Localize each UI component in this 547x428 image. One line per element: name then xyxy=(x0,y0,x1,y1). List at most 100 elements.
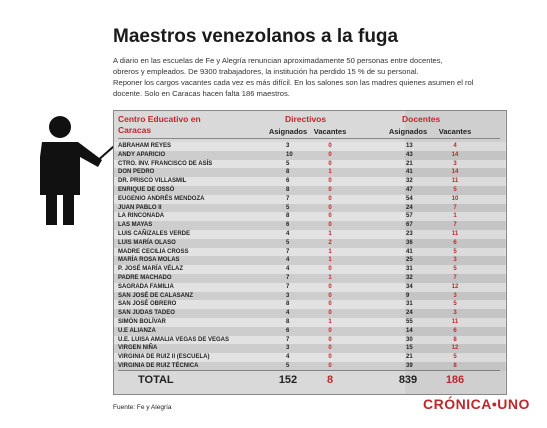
school-name: VIRGINIA DE RUIZ TÉCNICA xyxy=(118,362,198,371)
cell: 4 xyxy=(268,309,308,318)
cell: 14 xyxy=(435,168,475,177)
column-header: Vacantes xyxy=(427,127,483,136)
cell: 0 xyxy=(310,265,350,274)
cell: 24 xyxy=(388,204,428,213)
cell: 32 xyxy=(388,177,428,186)
school-name: MADRE CECILIA CROSS xyxy=(118,248,188,257)
cell: 6 xyxy=(435,239,475,248)
cell: 11 xyxy=(435,177,475,186)
cell: 7 xyxy=(268,248,308,257)
cell: 5 xyxy=(435,248,475,257)
cell: 1 xyxy=(435,212,475,221)
cell: 21 xyxy=(388,353,428,362)
cell: 12 xyxy=(435,283,475,292)
cell: 11 xyxy=(435,318,475,327)
school-name: U.E. LUISA AMALIA VEGAS DE VEGAS xyxy=(118,336,229,345)
cell: 4 xyxy=(268,265,308,274)
cell: 8 xyxy=(268,318,308,327)
cell: 47 xyxy=(388,186,428,195)
cell: 5 xyxy=(435,265,475,274)
cell: 1 xyxy=(310,248,350,257)
cell: 0 xyxy=(310,204,350,213)
cell: 7 xyxy=(268,283,308,292)
school-name: LUIS CAÑIZALES VERDE xyxy=(118,230,190,239)
source: Fuente: Fe y Alegría xyxy=(113,404,172,411)
cell: 41 xyxy=(388,168,428,177)
intro-line: docente. Solo en Caracas hacen falta 186… xyxy=(113,89,290,98)
cell: 14 xyxy=(435,151,475,160)
cell: 0 xyxy=(310,353,350,362)
cell: 6 xyxy=(268,327,308,336)
cell: 6 xyxy=(435,327,475,336)
school-name: P. JOSÉ MARÍA VÉLAZ xyxy=(118,265,183,274)
school-name: PADRE MACHADO xyxy=(118,274,172,283)
school-name: DON PEDRO xyxy=(118,168,154,177)
cell: 0 xyxy=(310,212,350,221)
cell: 67 xyxy=(388,221,428,230)
cell: 23 xyxy=(388,230,428,239)
rule xyxy=(118,138,500,139)
cell: 8 xyxy=(268,212,308,221)
cell: 11 xyxy=(435,230,475,239)
cell: 2 xyxy=(310,239,350,248)
cell: 8 xyxy=(268,186,308,195)
cell: 5 xyxy=(435,353,475,362)
intro-line: A diario en las escuelas de Fe y Alegría… xyxy=(113,56,443,65)
cell: 5 xyxy=(268,160,308,169)
school-name: CTRO. INV. FRANCISCO DE ASÍS xyxy=(118,160,212,169)
school-name: MARÍA ROSA MOLAS xyxy=(118,256,180,265)
cell: 7 xyxy=(435,274,475,283)
cell: 0 xyxy=(310,292,350,301)
school-name: ANDY APARICIO xyxy=(118,151,165,160)
total-cell: 8 xyxy=(305,374,355,386)
total-cell: 839 xyxy=(383,374,433,386)
cell: 13 xyxy=(388,142,428,151)
cell: 25 xyxy=(388,256,428,265)
school-name: SIMÓN BOLÍVAR xyxy=(118,318,166,327)
cell: 1 xyxy=(310,318,350,327)
cell: 4 xyxy=(435,142,475,151)
cell: 0 xyxy=(310,327,350,336)
school-name: JUAN PABLO II xyxy=(118,204,162,213)
cell: 0 xyxy=(310,160,350,169)
cell: 39 xyxy=(388,362,428,371)
cell: 10 xyxy=(268,151,308,160)
cell: 6 xyxy=(268,221,308,230)
school-name: LA RINCONADA xyxy=(118,212,164,221)
school-name: ABRAHAM REYES xyxy=(118,142,171,151)
school-name: VIRGEN NIÑA xyxy=(118,344,157,353)
school-name: U.E ALIANZA xyxy=(118,327,156,336)
group-header: Docentes xyxy=(402,114,440,124)
cell: 41 xyxy=(388,248,428,257)
cell: 30 xyxy=(388,336,428,345)
cell: 0 xyxy=(310,300,350,309)
total-cell: 186 xyxy=(430,374,480,386)
cell: 36 xyxy=(388,239,428,248)
cell: 5 xyxy=(268,204,308,213)
cell: 32 xyxy=(388,274,428,283)
cell: 31 xyxy=(388,300,428,309)
cell: 0 xyxy=(310,186,350,195)
cell: 7 xyxy=(268,336,308,345)
cell: 57 xyxy=(388,212,428,221)
school-name: ENRIQUE DE OSSÓ xyxy=(118,186,174,195)
cell: 3 xyxy=(268,142,308,151)
cell: 0 xyxy=(310,151,350,160)
group-header: Directivos xyxy=(285,114,326,124)
school-name: LUIS MARÍA OLASO xyxy=(118,239,176,248)
cell: 0 xyxy=(310,195,350,204)
cell: 3 xyxy=(435,292,475,301)
cell: 6 xyxy=(268,177,308,186)
cell: 12 xyxy=(435,344,475,353)
cell: 1 xyxy=(310,230,350,239)
school-name: SAN JOSÉ OBRERO xyxy=(118,300,176,309)
intro-line: Reponer los cargos vacantes cada vez es … xyxy=(113,78,473,87)
cell: 0 xyxy=(310,221,350,230)
cell: 7 xyxy=(268,274,308,283)
column-header: Vacantes xyxy=(302,127,358,136)
school-name: VIRGINIA DE RUIZ II (ESCUELA) xyxy=(118,353,209,362)
cell: 8 xyxy=(268,168,308,177)
cell: 15 xyxy=(388,344,428,353)
total-label: TOTAL xyxy=(138,374,174,386)
cell: 55 xyxy=(388,318,428,327)
